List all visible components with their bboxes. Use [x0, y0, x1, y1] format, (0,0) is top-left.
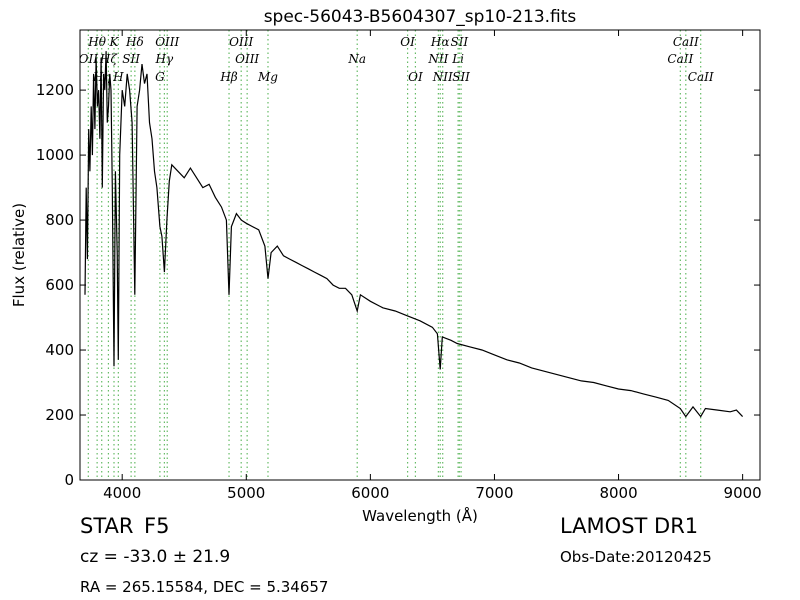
- spectral-line-label: Hδ: [125, 35, 144, 49]
- spectrum-line: [84, 51, 744, 418]
- x-tick-label: 7000: [475, 484, 513, 502]
- y-tick-label: 600: [45, 276, 74, 294]
- spectral-line-label: SII: [450, 35, 468, 49]
- spectral-line-label: H: [112, 70, 124, 84]
- spectral-line-label: OIII: [229, 35, 253, 49]
- spectral-line-label: Hγ: [155, 52, 174, 66]
- x-axis-label: Wavelength (Å): [362, 506, 478, 525]
- spectral-line-label: NII: [427, 52, 448, 66]
- coords: RA = 265.15584, DEC = 5.34657: [80, 578, 329, 596]
- spectral-line-label: NII: [432, 70, 453, 84]
- spectral-line-label: Li: [451, 52, 464, 66]
- x-tick-label: 4000: [103, 484, 141, 502]
- survey: LAMOST DR1: [560, 514, 699, 538]
- y-tick-label: 0: [64, 471, 74, 489]
- spectral-line-label: Hθ: [87, 35, 106, 49]
- x-tick-label: 5000: [227, 484, 265, 502]
- class: STAR: [80, 514, 134, 538]
- spectral-line-label: Hβ: [219, 70, 237, 84]
- y-tick-label: 400: [45, 341, 74, 359]
- x-tick-label: 9000: [724, 484, 762, 502]
- spectral-line-label: OI: [400, 35, 415, 49]
- y-axis-label: Flux (relative): [10, 203, 28, 307]
- x-tick-label: 8000: [599, 484, 637, 502]
- y-tick-label: 1200: [36, 81, 74, 99]
- chart-title: spec-56043-B5604307_sp10-213.fits: [264, 7, 577, 27]
- spectral-line-label: OII: [79, 52, 99, 66]
- y-tick-label: 800: [45, 211, 74, 229]
- spectral-line-label: OIII: [235, 52, 259, 66]
- obs-date: Obs-Date:20120425: [560, 548, 712, 566]
- spectral-line-label: K: [109, 35, 120, 49]
- spectral-line-label: Mg: [257, 70, 278, 84]
- spectral-line-label: CaII: [667, 52, 693, 66]
- spectral-line-label: CaII: [688, 70, 714, 84]
- spectral-line-label: SII: [122, 52, 140, 66]
- x-tick-label: 6000: [351, 484, 389, 502]
- y-tick-label: 1000: [36, 146, 74, 164]
- spectral-line-label: OI: [408, 70, 423, 84]
- y-tick-label: 200: [45, 406, 74, 424]
- spectral-line-label: Hζ: [99, 52, 118, 66]
- plot-frame: [79, 29, 761, 481]
- spectral-line-label: G: [155, 70, 165, 84]
- spectral-line-label: OIII: [155, 35, 179, 49]
- cz: cz = -33.0 ± 21.9: [80, 547, 231, 567]
- spectral-line-label: Na: [347, 52, 366, 66]
- spectral-line-label: SII: [452, 70, 470, 84]
- subclass: F5: [144, 514, 170, 538]
- spectral-line-label: Hα: [430, 35, 450, 49]
- spectral-line-label: CaII: [673, 35, 699, 49]
